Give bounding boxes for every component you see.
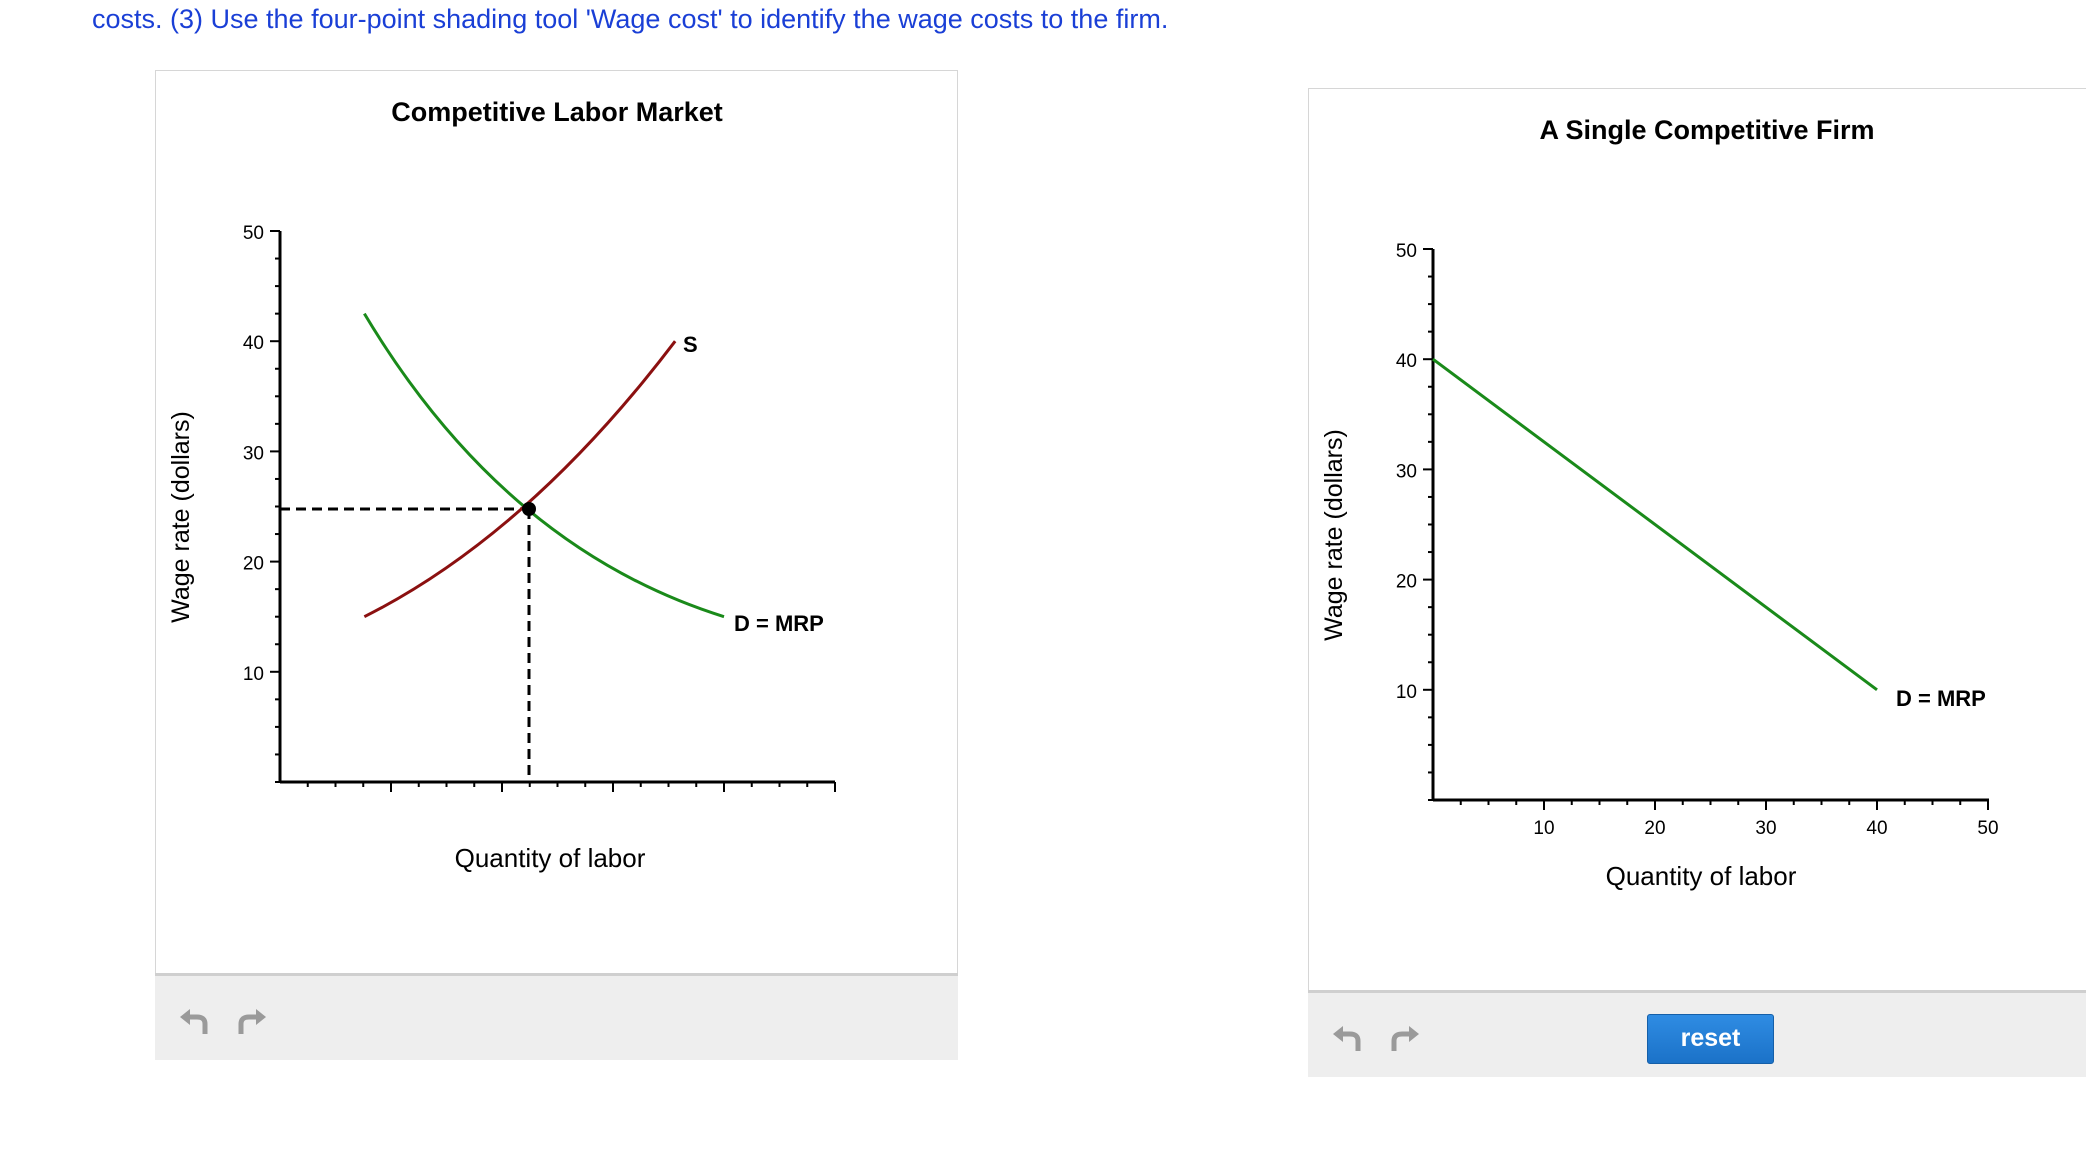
- y-tick-label: 10: [1396, 682, 1417, 703]
- y-tick-label: 30: [1396, 461, 1417, 482]
- y-tick-label: 40: [243, 333, 264, 354]
- firm-y-axis-label: Wage rate (dollars): [1320, 429, 1348, 641]
- market-chart-title: Competitive Labor Market: [391, 97, 723, 127]
- market-x-axis-label: Quantity of labor: [455, 843, 646, 873]
- firm-chart[interactable]: A Single Competitive Firm Wage rate (dol…: [1309, 89, 2086, 994]
- firm-chart-title: A Single Competitive Firm: [1539, 115, 1874, 145]
- y-tick-label: 20: [1396, 572, 1417, 593]
- y-tick-label: 20: [243, 554, 264, 575]
- market-graph-panel: Competitive Labor Market Wage rate (doll…: [155, 70, 958, 975]
- firm-x-axis-label: Quantity of labor: [1606, 861, 1797, 891]
- market-toolbar: [155, 973, 958, 1060]
- y-tick-label: 50: [243, 223, 264, 244]
- x-tick-label: 30: [1755, 818, 1776, 839]
- x-tick-label: 10: [1533, 818, 1554, 839]
- firm-toolbar: reset: [1308, 990, 2086, 1077]
- market-chart[interactable]: Competitive Labor Market Wage rate (doll…: [156, 71, 959, 976]
- undo-icon[interactable]: [1330, 1023, 1366, 1059]
- firm-graph-panel: A Single Competitive Firm Wage rate (dol…: [1308, 88, 2086, 993]
- market-y-axis-label: Wage rate (dollars): [167, 411, 195, 623]
- firm-demand-curve: [1432, 357, 1878, 692]
- firm-y-ticks: 10 20 30 40 50: [1396, 241, 1433, 801]
- undo-icon[interactable]: [177, 1006, 213, 1042]
- market-supply-label: S: [683, 332, 698, 357]
- market-demand-curve: [363, 312, 725, 619]
- redo-icon[interactable]: [1386, 1023, 1422, 1059]
- firm-demand-label: D = MRP: [1896, 686, 1986, 711]
- market-demand-label: D = MRP: [734, 611, 824, 636]
- x-tick-label: 50: [1977, 818, 1998, 839]
- equilibrium-point[interactable]: [522, 502, 536, 516]
- redo-icon[interactable]: [233, 1006, 269, 1042]
- instruction-text: costs. (3) Use the four-point shading to…: [92, 4, 1169, 34]
- y-tick-label: 40: [1396, 351, 1417, 372]
- firm-x-ticks: 10 20 30 40 50: [1459, 800, 1999, 839]
- y-tick-label: 10: [243, 664, 264, 685]
- y-tick-label: 50: [1396, 241, 1417, 262]
- reset-button[interactable]: reset: [1647, 1014, 1774, 1064]
- x-tick-label: 20: [1644, 818, 1665, 839]
- y-tick-label: 30: [243, 443, 264, 464]
- market-y-ticks: 10 20 30 40 50: [243, 223, 280, 783]
- x-tick-label: 40: [1866, 818, 1887, 839]
